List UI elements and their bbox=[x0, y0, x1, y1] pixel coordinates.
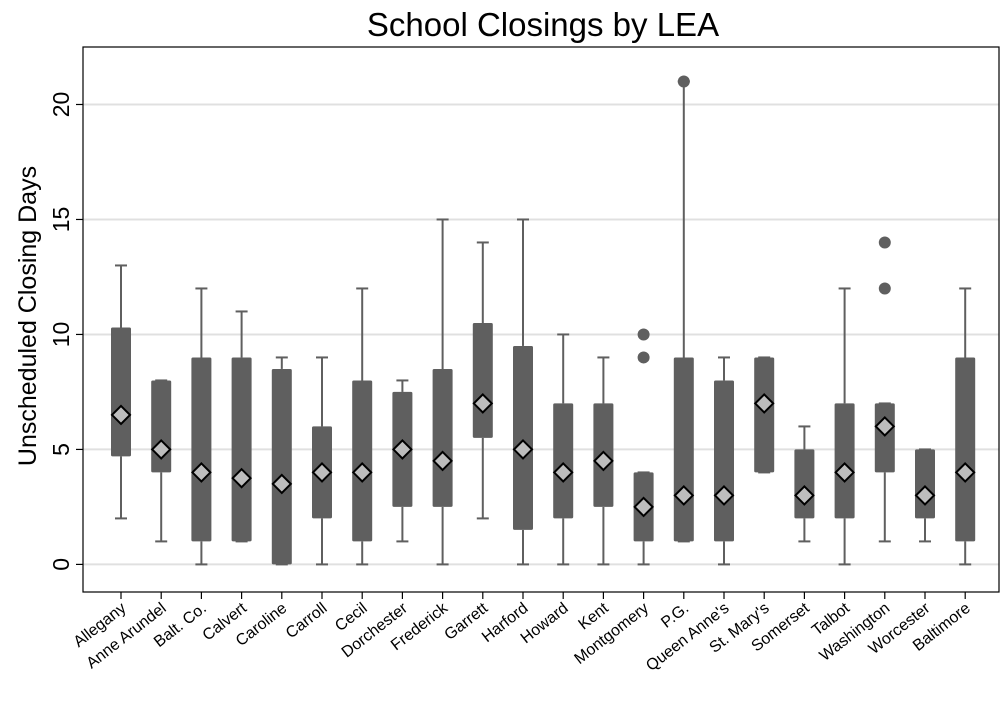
mean-marker bbox=[753, 393, 775, 414]
box-st-mary-s bbox=[753, 356, 775, 474]
box-balt-co- bbox=[190, 287, 212, 566]
mean-marker bbox=[914, 485, 936, 506]
iqr-box bbox=[432, 368, 453, 507]
mean-marker bbox=[231, 467, 253, 489]
box-caroline bbox=[271, 356, 293, 566]
mean-marker bbox=[552, 462, 574, 483]
iqr-box bbox=[111, 327, 131, 457]
mean-marker bbox=[592, 450, 614, 472]
box-queen-anne-s bbox=[713, 356, 735, 566]
iqr-box bbox=[191, 357, 212, 542]
gridlines bbox=[83, 103, 999, 566]
mean-marker bbox=[874, 416, 896, 437]
mean-marker bbox=[793, 485, 815, 506]
outlier-point bbox=[637, 351, 650, 364]
mean-marker bbox=[954, 462, 976, 483]
mean-marker bbox=[271, 473, 293, 495]
iqr-box bbox=[513, 345, 533, 530]
iqr-box bbox=[955, 357, 976, 542]
box-harford bbox=[512, 218, 534, 566]
mean-marker bbox=[432, 450, 454, 472]
y-axis-ticks: 0 5 10 15 20 bbox=[48, 92, 83, 571]
iqr-box bbox=[352, 380, 373, 542]
mean-marker bbox=[834, 462, 856, 483]
box-montgomery bbox=[633, 328, 655, 566]
iqr-box bbox=[915, 449, 935, 519]
y-axis-label: Unscheduled Closing Days bbox=[14, 166, 42, 466]
y-tick-label: 20 bbox=[48, 92, 74, 118]
box-dorchester bbox=[391, 379, 413, 543]
mean-marker bbox=[391, 439, 413, 460]
iqr-box bbox=[714, 380, 734, 542]
box-talbot bbox=[834, 287, 856, 566]
box-frederick bbox=[432, 218, 454, 566]
iqr-box bbox=[271, 368, 292, 565]
outlier-point bbox=[637, 328, 650, 341]
mean-marker bbox=[351, 462, 373, 483]
box-allegany bbox=[110, 264, 132, 520]
box-anne-arundel bbox=[150, 379, 172, 543]
mean-marker bbox=[633, 496, 655, 518]
iqr-box bbox=[834, 403, 855, 519]
box-cecil bbox=[351, 287, 373, 566]
y-tick-label: 0 bbox=[48, 558, 74, 571]
iqr-box bbox=[472, 322, 493, 438]
mean-marker bbox=[673, 485, 695, 506]
plot-area-frame bbox=[82, 46, 1000, 593]
box-p-g- bbox=[673, 75, 695, 543]
mean-marker bbox=[512, 439, 534, 460]
iqr-box bbox=[231, 357, 252, 542]
box-worcester bbox=[914, 448, 936, 543]
y-tick-label: 10 bbox=[48, 322, 74, 348]
box-somerset bbox=[793, 425, 815, 543]
box-washington bbox=[874, 236, 896, 543]
x-tick-label: Carroll bbox=[283, 600, 331, 642]
box-howard bbox=[552, 333, 574, 566]
box-carroll bbox=[311, 356, 333, 566]
x-tick-label: Montgomery bbox=[572, 600, 653, 668]
iqr-box bbox=[874, 403, 895, 473]
mean-marker bbox=[110, 404, 132, 426]
y-tick-label: 5 bbox=[48, 443, 74, 456]
box-garrett bbox=[472, 241, 494, 520]
outlier-point bbox=[878, 282, 891, 295]
iqr-box bbox=[754, 357, 775, 473]
mean-marker bbox=[311, 462, 333, 483]
boxes-group bbox=[110, 75, 976, 566]
iqr-box bbox=[794, 449, 815, 519]
box-baltimore bbox=[954, 287, 976, 566]
iqr-box bbox=[673, 357, 694, 542]
mean-marker bbox=[150, 439, 172, 460]
mean-marker bbox=[713, 485, 735, 506]
outlier-point bbox=[677, 75, 690, 88]
y-tick-label: 15 bbox=[48, 207, 74, 233]
chart-title: School Closings by LEA bbox=[367, 6, 719, 43]
iqr-box bbox=[553, 403, 574, 519]
mean-marker bbox=[472, 393, 494, 414]
mean-marker bbox=[190, 462, 212, 483]
outlier-point bbox=[878, 236, 891, 249]
box-calvert bbox=[231, 310, 253, 543]
box-kent bbox=[592, 356, 614, 566]
